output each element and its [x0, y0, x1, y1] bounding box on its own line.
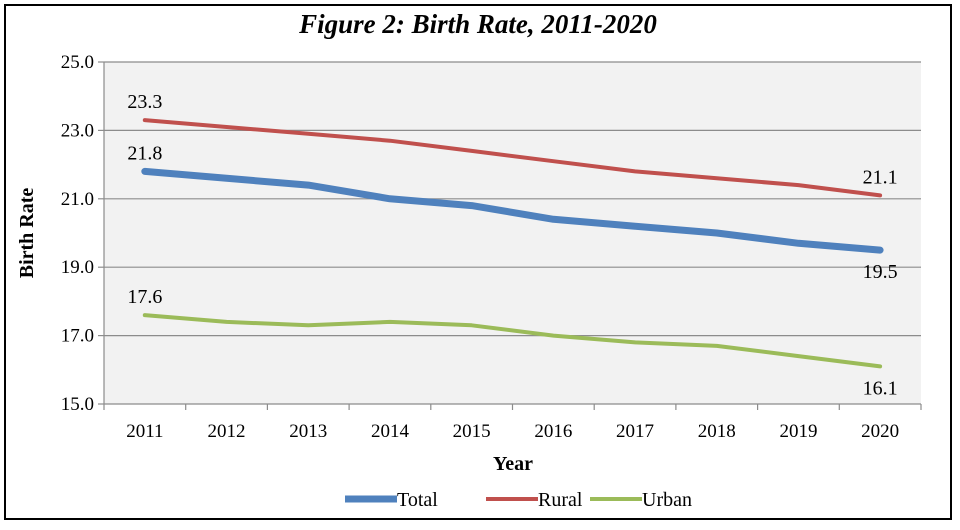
x-tick-label: 2011	[126, 421, 163, 442]
gridlines	[104, 61, 921, 337]
y-axis-ticks: 15.0 17.0 19.0 21.0 23.0 25.0	[61, 52, 105, 415]
x-tick-label: 2015	[453, 421, 491, 442]
series-lines	[141, 118, 884, 369]
legend-label-rural: Rural	[538, 489, 583, 511]
y-tick-label: 21.0	[61, 189, 94, 210]
x-tick-label: 2016	[534, 421, 572, 442]
chart-title: Figure 2: Birth Rate, 2011-2020	[298, 9, 657, 39]
legend-label-total: Total	[397, 489, 438, 511]
x-tick-label: 2018	[698, 421, 736, 442]
y-tick-label: 25.0	[61, 52, 94, 73]
data-label: 17.6	[127, 286, 162, 308]
series-line-urban	[142, 313, 883, 369]
x-tick-label: 2014	[371, 421, 410, 442]
y-axis-label: Birth Rate	[16, 188, 38, 279]
data-labels: 21.8 19.5 23.3 21.1 17.6 16.1	[127, 91, 897, 399]
series-line-total	[141, 167, 884, 254]
y-tick-label: 19.0	[61, 257, 94, 278]
data-label: 23.3	[127, 91, 162, 113]
y-tick-label: 23.0	[61, 120, 94, 141]
series-line-rural	[142, 118, 883, 198]
legend-label-urban: Urban	[642, 489, 692, 511]
plot-area	[104, 62, 921, 404]
x-tick-label: 2019	[779, 421, 817, 442]
y-tick-label: 17.0	[61, 326, 94, 347]
data-label: 21.8	[127, 142, 162, 164]
x-tick-label: 2017	[616, 421, 654, 442]
x-tick-label: 2013	[289, 421, 327, 442]
x-tick-label: 2012	[208, 421, 246, 442]
x-axis-ticks: 2011 2012 2013 2014 2015 2016 2017 2018 2019 2020	[103, 403, 922, 442]
data-label: 21.1	[863, 166, 898, 188]
data-label: 16.1	[863, 377, 898, 399]
data-label: 19.5	[863, 261, 898, 283]
legend: Total Rural Urban	[345, 489, 692, 511]
x-axis-label: Year	[493, 453, 533, 475]
x-tick-label: 2020	[861, 421, 899, 442]
y-tick-label: 15.0	[61, 394, 94, 415]
